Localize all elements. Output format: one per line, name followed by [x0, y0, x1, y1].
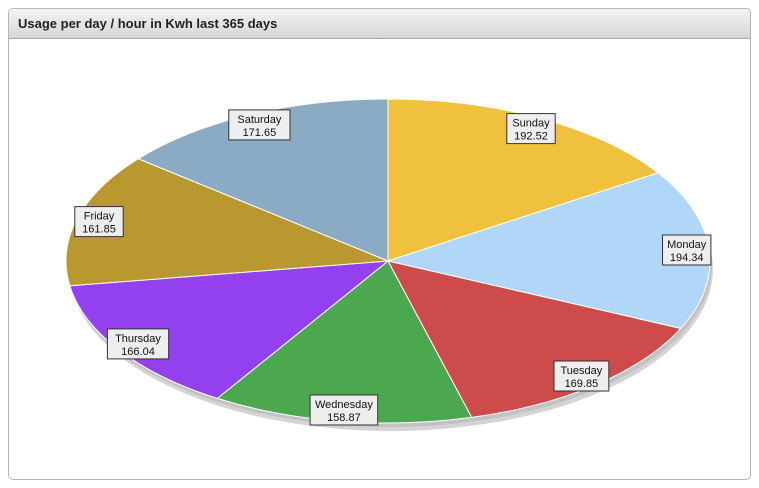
slice-label-value: 171.65: [243, 127, 277, 139]
slice-label-value: 194.34: [670, 252, 704, 264]
slice-label-name: Tuesday: [561, 365, 603, 377]
slice-label-value: 161.85: [82, 224, 116, 236]
slice-label-box: [106, 328, 170, 360]
slice-label-name: Saturday: [237, 114, 282, 126]
pie-slices: [65, 98, 711, 424]
slice-label-value: 158.87: [327, 412, 361, 424]
slice-label-box: [662, 234, 712, 266]
slice-label-value: 192.52: [514, 131, 548, 143]
slice-label-name: Friday: [84, 211, 115, 223]
slice-label-name: Monday: [667, 239, 707, 251]
slice-label-value: 169.85: [565, 378, 599, 390]
slice-label-box: [506, 113, 556, 145]
chart-area: Sunday 192.52 Monday 194.34 Tuesday 169.85 Wed…: [9, 39, 750, 479]
slice-label-box: [74, 206, 124, 238]
slice-label-box: [228, 109, 291, 141]
panel-title: Usage per day / hour in Kwh last 365 day…: [18, 16, 278, 31]
slice-label-value: 166.04: [121, 346, 155, 358]
slice-label-box: [553, 360, 610, 392]
panel-header: Usage per day / hour in Kwh last 365 day…: [9, 9, 750, 39]
slice-label-name: Wednesday: [315, 399, 373, 411]
chart-panel: Usage per day / hour in Kwh last 365 day…: [8, 8, 751, 480]
slice-label-box: [309, 394, 379, 426]
slice-label-name: Sunday: [512, 118, 550, 130]
slice-label-name: Thursday: [115, 333, 161, 345]
